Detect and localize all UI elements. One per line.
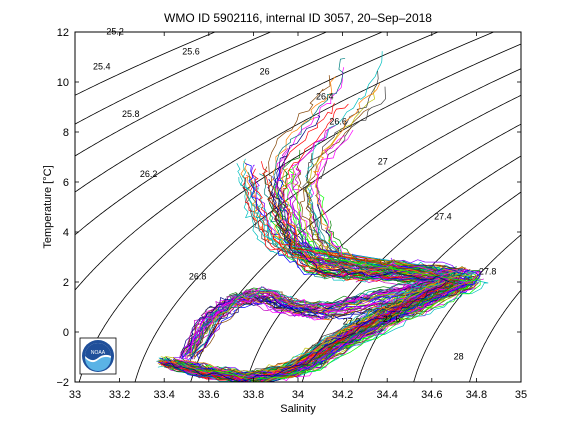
contour-label-8: 26.8	[189, 272, 207, 282]
profile-126	[177, 265, 481, 380]
density-contour-9	[246, 123, 521, 382]
profile-139	[163, 114, 450, 382]
y-axis: −2 0 2 4 6 8 10 12	[56, 27, 521, 389]
x-tick-label-4: 33.8	[243, 389, 264, 401]
profile-95	[164, 129, 458, 382]
density-contour-0	[75, 32, 216, 96]
density-contour-5	[75, 32, 494, 291]
x-tick-label-7: 34.4	[376, 389, 397, 401]
x-tick-label-6: 34.2	[332, 389, 353, 401]
density-contour-12	[413, 234, 521, 382]
contour-label-2: 25.6	[182, 47, 200, 57]
y-tick-label-2: 2	[63, 277, 69, 289]
y-tick-label-4: 6	[63, 177, 69, 189]
profile-133	[158, 224, 440, 379]
x-tick-label-5: 34	[292, 389, 304, 401]
contour-label-14: 28	[454, 352, 464, 362]
profile-91	[162, 187, 447, 380]
profile-122	[193, 282, 479, 360]
x-tick-label-0: 33	[69, 389, 81, 401]
svg-text:NOAA: NOAA	[91, 350, 106, 356]
density-contour-13	[469, 289, 521, 382]
contour-label-1: 25.4	[93, 62, 111, 72]
y-tick-label-5: 8	[63, 127, 69, 139]
x-axis: 33 33.2 33.4 33.6 33.8 34 34.2 34.4 34.6 34.8 35	[69, 32, 527, 401]
contour-label-3: 25.8	[122, 109, 140, 119]
contour-label-10: 27.2	[343, 317, 361, 327]
density-contour-10	[301, 155, 521, 382]
x-axis-label: Salinity	[280, 403, 316, 415]
profile-103	[171, 86, 472, 382]
contour-label-9: 27	[378, 157, 388, 167]
y-axis-label: Temperature [°C]	[42, 165, 54, 248]
density-contours	[75, 32, 576, 382]
contour-label-6: 26.4	[316, 92, 334, 102]
y-tick-label-0: −2	[56, 377, 69, 389]
contour-label-7: 26.6	[329, 117, 347, 127]
profile-118	[173, 70, 471, 380]
profile-136	[172, 165, 466, 376]
y-tick-label-3: 4	[63, 227, 69, 239]
profile-135	[177, 173, 481, 381]
profile-124	[169, 225, 468, 381]
y-tick-label-1: 0	[63, 327, 69, 339]
contour-label-13: 27.8	[479, 267, 497, 277]
density-contour-1	[75, 32, 271, 125]
profile-131	[188, 274, 469, 356]
contour-label-4: 26	[260, 67, 270, 77]
x-tick-label-8: 34.6	[421, 389, 442, 401]
y-tick-label-7: 12	[57, 27, 69, 39]
x-tick-label-1: 33.2	[109, 389, 130, 401]
x-tick-label-2: 33.4	[153, 389, 174, 401]
profile-lines	[156, 51, 489, 382]
y-tick-label-6: 10	[57, 77, 69, 89]
profile-129	[192, 271, 476, 357]
profile-134	[167, 271, 466, 381]
density-contour-4	[75, 32, 439, 236]
noaa-logo: NOAA	[79, 337, 117, 375]
density-contour-3	[75, 32, 383, 193]
contour-label-11: 27.4	[434, 212, 452, 222]
density-contour-7	[134, 68, 521, 382]
profile-138	[192, 268, 463, 357]
density-contour-2	[75, 32, 327, 157]
x-tick-label-10: 35	[515, 389, 527, 401]
profile-130	[188, 276, 457, 357]
contour-label-5: 26.2	[140, 169, 158, 179]
x-tick-label-9: 34.8	[466, 389, 487, 401]
contour-label-12: 27.6	[383, 314, 401, 324]
profile-106	[181, 285, 439, 360]
density-contour-14	[525, 32, 576, 382]
profile-88	[185, 275, 450, 354]
density-contour-11	[357, 191, 521, 382]
chart-title: WMO ID 5902116, internal ID 3057, 20–Sep…	[164, 11, 432, 25]
density-contour-6	[78, 43, 521, 382]
x-tick-label-3: 33.6	[198, 389, 219, 401]
